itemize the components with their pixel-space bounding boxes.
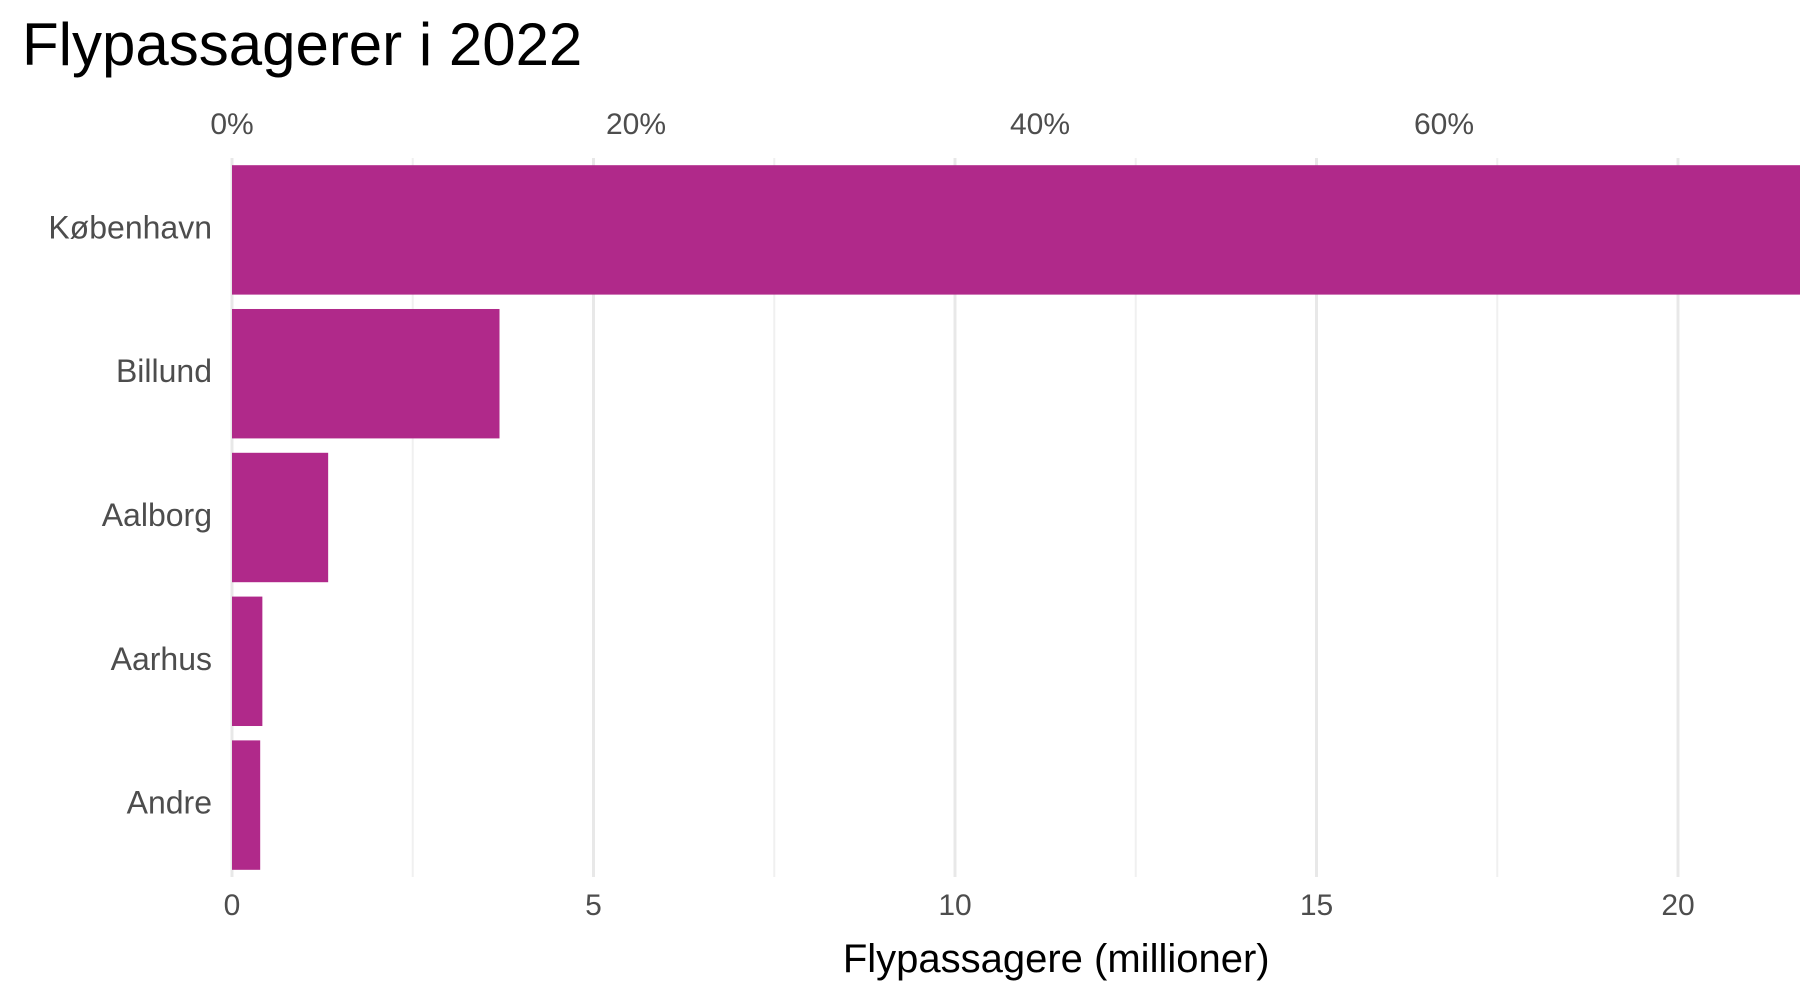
category-label: København bbox=[48, 209, 212, 245]
x-axis-title: Flypassagere (millioner) bbox=[843, 937, 1270, 981]
chart-title: Flypassagerer i 2022 bbox=[22, 11, 583, 78]
percent-tick-label: 60% bbox=[1414, 108, 1474, 141]
percent-tick-label: 40% bbox=[1010, 108, 1070, 141]
bars bbox=[232, 165, 1800, 870]
category-axis: København Billund Aalborg Aarhus Andre bbox=[48, 209, 212, 820]
category-label: Andre bbox=[127, 785, 212, 821]
x-tick-label: 20 bbox=[1661, 889, 1694, 922]
bar-andre bbox=[232, 740, 261, 870]
category-label: Billund bbox=[116, 353, 212, 389]
x-tick-label: 5 bbox=[585, 889, 602, 922]
percent-tick-label: 20% bbox=[606, 108, 666, 141]
bar-billund bbox=[232, 308, 500, 439]
category-label: Aarhus bbox=[111, 641, 212, 677]
bar-aarhus bbox=[232, 596, 263, 727]
x-tick-label: 10 bbox=[938, 889, 971, 922]
x-tick-label: 15 bbox=[1300, 889, 1333, 922]
bar-k-benhavn bbox=[232, 165, 1800, 295]
category-label: Aalborg bbox=[102, 497, 212, 533]
percent-tick-label: 0% bbox=[210, 108, 253, 141]
x-tick-label: 0 bbox=[224, 889, 241, 922]
top-percent-axis: 0%20%40%60%80% bbox=[210, 108, 1474, 141]
bottom-value-axis: 0 5 10 15 20 bbox=[224, 889, 1695, 922]
bar-aalborg bbox=[232, 452, 329, 583]
